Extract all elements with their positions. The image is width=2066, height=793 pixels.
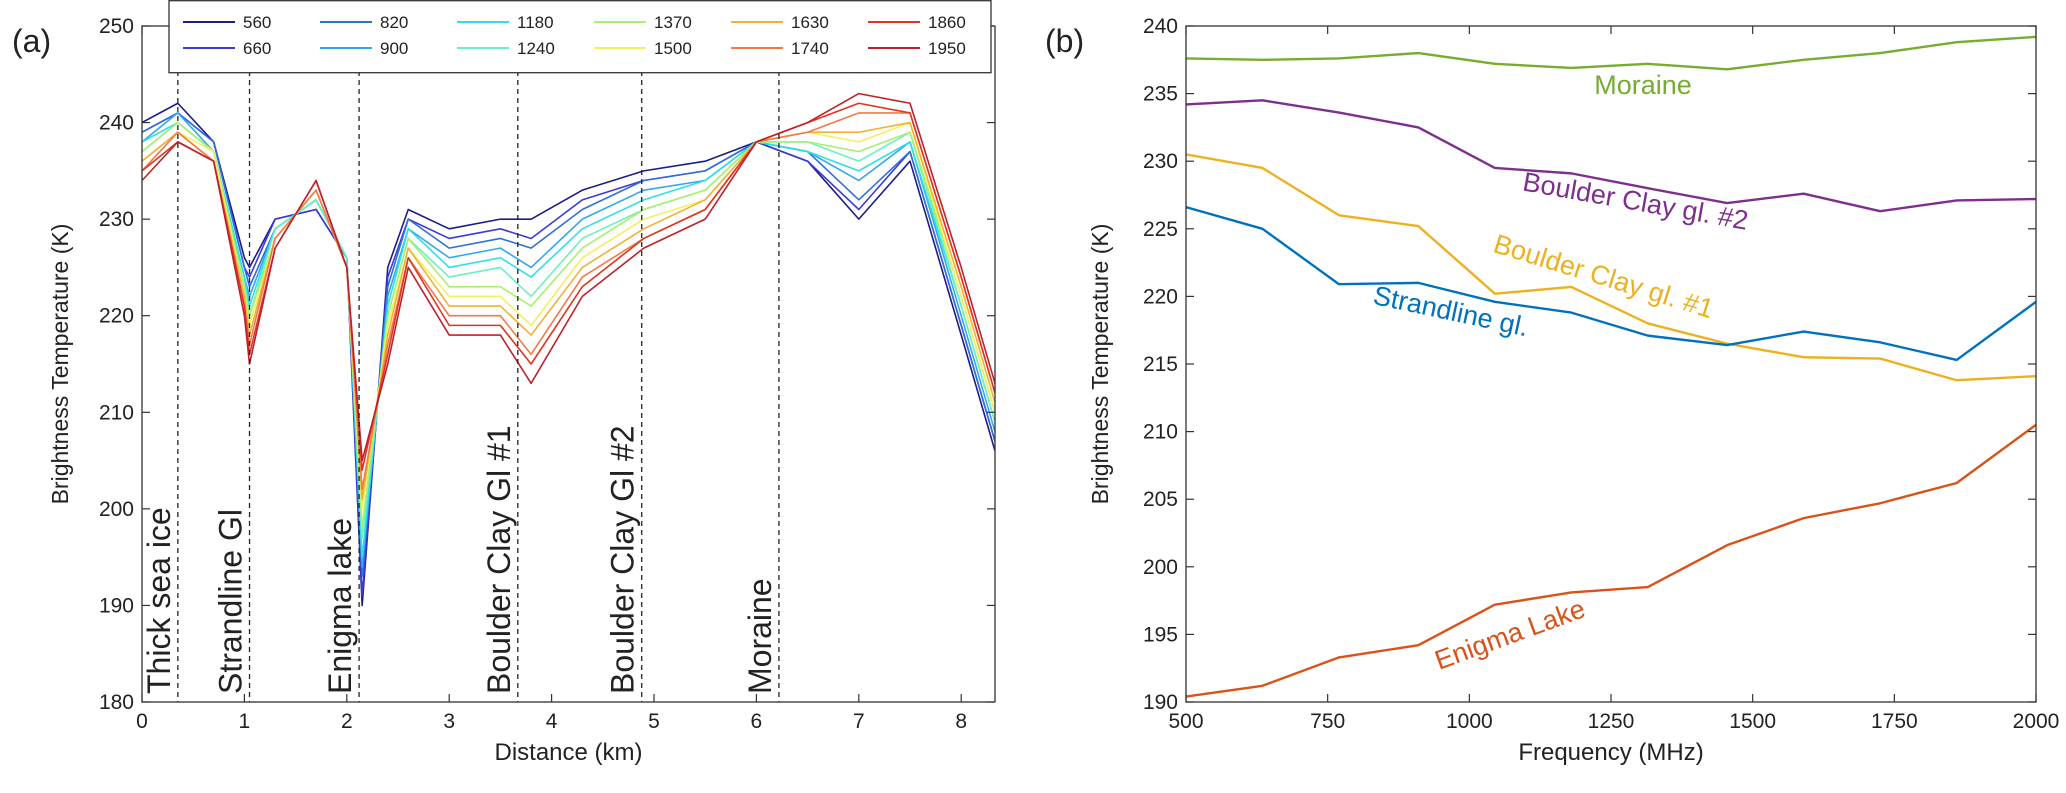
y-tick-label: 195 bbox=[1143, 623, 1178, 646]
legend-label: 1630 bbox=[791, 13, 829, 32]
x-tick-label: 1250 bbox=[1588, 710, 1635, 733]
x-tick-label: 1500 bbox=[1729, 710, 1776, 733]
x-tick-label: 4 bbox=[546, 710, 558, 733]
y-tick-label: 190 bbox=[99, 594, 134, 617]
series-line bbox=[142, 121, 995, 500]
series-line bbox=[142, 102, 995, 607]
y-axis-label: Brightness Temperature (K) bbox=[47, 224, 73, 505]
series-line bbox=[142, 121, 995, 539]
series-line bbox=[142, 121, 995, 510]
legend-label: 1950 bbox=[928, 39, 966, 58]
y-tick-label: 220 bbox=[1143, 285, 1178, 308]
panel-label: (b) bbox=[1045, 23, 1084, 59]
series-line bbox=[142, 112, 995, 491]
y-tick-label: 200 bbox=[99, 498, 134, 521]
legend-label: 660 bbox=[243, 39, 271, 58]
y-tick-label: 210 bbox=[1143, 421, 1178, 444]
y-tick-label: 180 bbox=[99, 691, 134, 714]
series-line bbox=[1186, 153, 2036, 382]
legend-label: 1180 bbox=[517, 13, 554, 32]
y-tick-label: 240 bbox=[99, 112, 134, 135]
y-tick-label: 250 bbox=[99, 15, 134, 38]
curve-label: Enigma Lake bbox=[1431, 593, 1589, 675]
legend-box bbox=[168, 0, 992, 74]
y-axis-label: Brightness Temperature (K) bbox=[1087, 224, 1113, 505]
legend-label: 1240 bbox=[517, 39, 555, 58]
curve-label: Strandline gl. bbox=[1371, 280, 1531, 342]
series-group bbox=[1186, 35, 2036, 698]
x-tick-label: 1750 bbox=[1871, 710, 1918, 733]
y-tick-label: 235 bbox=[1143, 83, 1178, 106]
y-tick-label: 240 bbox=[1143, 15, 1178, 38]
series-line bbox=[142, 121, 995, 529]
x-tick-label: 750 bbox=[1310, 710, 1345, 733]
x-tick-label: 1 bbox=[239, 710, 251, 733]
series-line bbox=[1186, 423, 2036, 698]
y-tick-label: 225 bbox=[1143, 218, 1178, 241]
y-tick-label: 190 bbox=[1143, 691, 1178, 714]
panel: 500 750 1000 1250 1500 1750 2000 190 195 200 205 21… bbox=[1045, 15, 2059, 766]
y-tick-label: 230 bbox=[1143, 150, 1178, 173]
series-line bbox=[142, 121, 995, 558]
plot-frame bbox=[1185, 25, 2037, 703]
x-tick-label: 2 bbox=[341, 710, 353, 733]
panel: Thick sea ice Strandline Gl Enigma lake Bou… bbox=[12, 0, 996, 766]
series-line bbox=[1186, 206, 2036, 362]
annotation-label: Moraine bbox=[742, 578, 778, 694]
series-line bbox=[1186, 35, 2036, 71]
curve-label: Boulder Clay gl. #2 bbox=[1521, 167, 1751, 236]
series-line bbox=[1186, 99, 2036, 213]
y-tick-label: 200 bbox=[1143, 556, 1178, 579]
x-tick-label: 3 bbox=[443, 710, 455, 733]
annotation-label: Enigma lake bbox=[322, 518, 358, 694]
plot-frame bbox=[141, 25, 996, 703]
legend-label: 1500 bbox=[654, 39, 692, 58]
x-tick-label: 1000 bbox=[1446, 710, 1493, 733]
legend-label: 820 bbox=[380, 13, 408, 32]
annotation-label: Strandline Gl bbox=[213, 509, 249, 694]
series-group bbox=[142, 92, 995, 607]
legend-label: 560 bbox=[243, 13, 271, 32]
legend-label: 900 bbox=[380, 39, 408, 58]
series-line bbox=[142, 112, 995, 597]
series-line bbox=[142, 102, 995, 472]
annotation-label: Boulder Clay Gl #2 bbox=[605, 425, 641, 694]
x-tick-label: 0 bbox=[136, 710, 148, 733]
x-tick-label: 7 bbox=[853, 710, 865, 733]
curve-label: Boulder Clay gl. #1 bbox=[1490, 229, 1717, 324]
x-tick-label: 6 bbox=[751, 710, 763, 733]
x-axis-label: Distance (km) bbox=[494, 739, 642, 766]
legend-label: 1740 bbox=[791, 39, 829, 58]
panel-label: (a) bbox=[12, 23, 51, 59]
x-tick-label: 2000 bbox=[2013, 710, 2060, 733]
x-tick-label: 5 bbox=[648, 710, 660, 733]
curve-label: Moraine bbox=[1594, 70, 1692, 100]
legend-label: 1860 bbox=[928, 13, 966, 32]
y-tick-label: 230 bbox=[99, 208, 134, 231]
series-line bbox=[142, 92, 995, 462]
x-axis-label: Frequency (MHz) bbox=[1518, 739, 1703, 766]
legend-label: 1370 bbox=[654, 13, 692, 32]
x-tick-label: 500 bbox=[1168, 710, 1203, 733]
x-tick-label: 8 bbox=[955, 710, 967, 733]
y-tick-label: 215 bbox=[1143, 353, 1178, 376]
y-tick-label: 205 bbox=[1143, 488, 1178, 511]
annotation-label: Boulder Clay Gl #1 bbox=[481, 425, 517, 694]
y-tick-label: 210 bbox=[99, 401, 134, 424]
y-tick-label: 220 bbox=[99, 305, 134, 328]
annotation-label: Thick sea ice bbox=[141, 507, 177, 694]
series-line bbox=[142, 112, 995, 578]
series-line bbox=[142, 112, 995, 568]
